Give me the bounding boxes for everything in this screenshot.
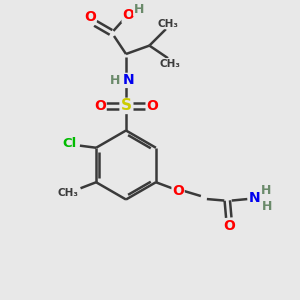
Text: O: O <box>146 99 158 113</box>
Text: CH₃: CH₃ <box>57 188 78 198</box>
Text: O: O <box>122 8 134 22</box>
Text: H: H <box>262 200 273 213</box>
Text: H: H <box>261 184 272 197</box>
Text: CH₃: CH₃ <box>158 19 179 29</box>
Text: H: H <box>134 3 144 16</box>
Text: Cl: Cl <box>62 137 76 150</box>
Text: N: N <box>248 191 260 206</box>
Text: S: S <box>121 98 131 113</box>
Text: O: O <box>223 219 235 233</box>
Text: CH₃: CH₃ <box>160 58 181 69</box>
Text: H: H <box>110 74 120 87</box>
Text: O: O <box>172 184 184 198</box>
Text: O: O <box>84 11 96 24</box>
Text: N: N <box>123 74 134 87</box>
Text: O: O <box>94 99 106 113</box>
